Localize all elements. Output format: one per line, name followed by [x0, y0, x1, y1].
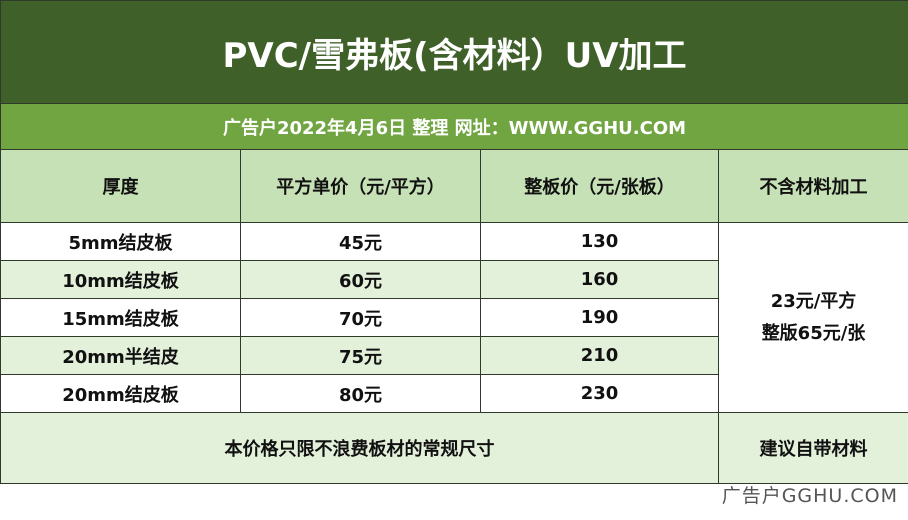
table-cell: 10mm结皮板: [0, 260, 241, 299]
table-cell: 70元: [240, 298, 481, 337]
table-row: 20mm结皮板 80元 230: [0, 374, 908, 413]
table-cell: 75元: [240, 336, 481, 375]
table-subtitle: 广告户2022年4月6日 整理 网址：WWW.GGHU.COM: [0, 103, 908, 150]
table-row: 5mm结皮板 45元 130 23元/平方 整版65元/张: [0, 222, 908, 413]
column-header: 整板价（元/张板）: [480, 149, 719, 223]
price-table: PVC/雪弗板(含材料）UV加工 广告户2022年4月6日 整理 网址：WWW.…: [0, 0, 908, 484]
merged-line: 23元/平方: [770, 290, 857, 312]
table-row: 10mm结皮板 60元 160: [0, 260, 908, 299]
table-cell: 5mm结皮板: [0, 222, 241, 261]
column-header: 不含材料加工: [717, 149, 908, 223]
merged-cell: 23元/平方 整版65元/张: [717, 222, 908, 413]
table-cell: 60元: [240, 260, 481, 299]
table-cell: 130: [480, 222, 719, 261]
footer-advice: 建议自带材料: [717, 412, 908, 484]
table-cell: 15mm结皮板: [0, 298, 241, 337]
merged-line: 整版65元/张: [761, 322, 866, 344]
table-cell: 45元: [240, 222, 481, 261]
table-row: 15mm结皮板 70元 190: [0, 298, 908, 337]
watermark: 广告户GGHU.COM: [721, 485, 898, 507]
table-row: 20mm半结皮 75元 210: [0, 336, 908, 375]
column-header: 平方单价（元/平方）: [240, 149, 481, 223]
table-cell: 80元: [240, 374, 481, 413]
table-cell: 20mm半结皮: [0, 336, 241, 375]
table-cell: 210: [480, 336, 719, 375]
table-cell: 20mm结皮板: [0, 374, 241, 413]
footer-note: 本价格只限不浪费板材的常规尺寸: [0, 412, 719, 484]
column-header: 厚度: [0, 149, 241, 223]
table-cell: 190: [480, 298, 719, 337]
table-title: PVC/雪弗板(含材料）UV加工: [0, 0, 908, 104]
table-cell: 160: [480, 260, 719, 299]
table-cell: 230: [480, 374, 719, 413]
